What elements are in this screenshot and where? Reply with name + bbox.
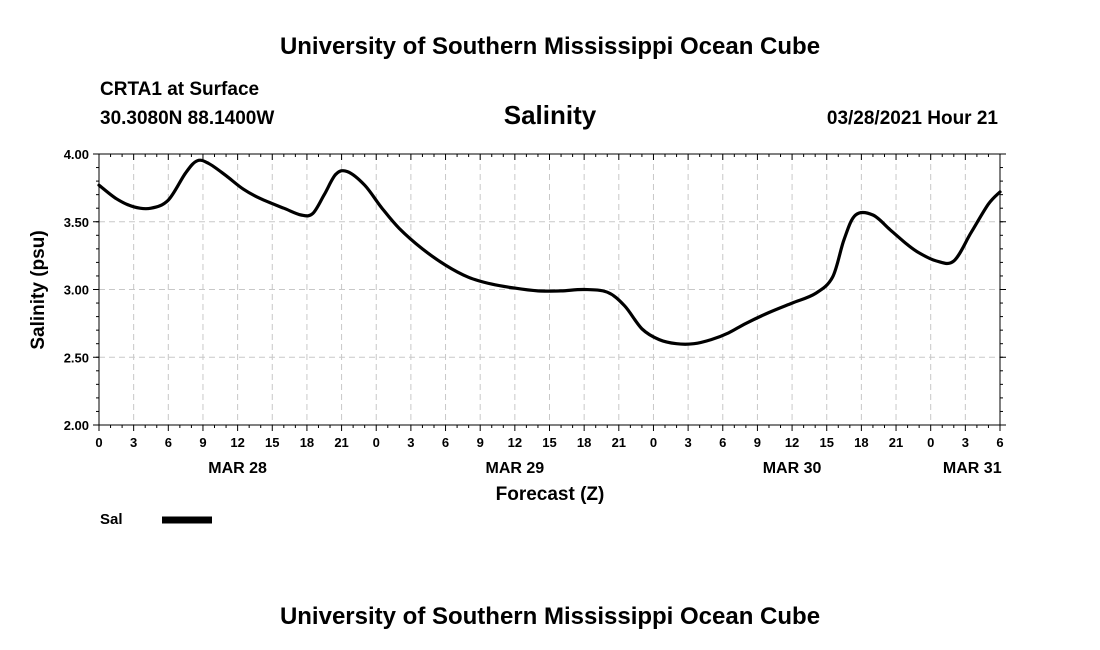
x-tick-label: 9 — [477, 435, 484, 450]
date-label: MAR 31 — [943, 460, 1002, 477]
x-tick-label: 21 — [889, 435, 903, 450]
x-tick-label: 18 — [577, 435, 591, 450]
y-tick-label: 3.00 — [64, 283, 89, 298]
x-tick-label: 15 — [819, 435, 833, 450]
date-label: MAR 30 — [763, 460, 822, 477]
x-tick-label: 18 — [300, 435, 314, 450]
timestamp-label: 03/28/2021 Hour 21 — [827, 108, 999, 129]
x-tick-label: 12 — [785, 435, 799, 450]
x-tick-label: 6 — [996, 435, 1003, 450]
series-layer — [97, 158, 1002, 346]
station-label: CRTA1 at Surface — [100, 79, 259, 100]
y-tick-label: 3.50 — [64, 215, 89, 230]
y-tick-labels: 2.00 2.50 3.00 3.50 4.00 — [64, 147, 89, 433]
x-tick-label: 6 — [165, 435, 172, 450]
date-label: MAR 29 — [486, 460, 545, 477]
x-tick-label: 6 — [719, 435, 726, 450]
x-tick-label: 0 — [650, 435, 657, 450]
coordinates-label: 30.3080N 88.1400W — [100, 108, 274, 129]
x-tick-label: 15 — [542, 435, 556, 450]
x-axis-label: Forecast (Z) — [496, 484, 605, 505]
x-tick-label: 3 — [407, 435, 414, 450]
x-tick-label: 18 — [854, 435, 868, 450]
x-tick-label: 15 — [265, 435, 279, 450]
x-tick-label: 6 — [442, 435, 449, 450]
x-tick-label: 12 — [508, 435, 522, 450]
x-tick-label: 0 — [373, 435, 380, 450]
date-label: MAR 28 — [208, 460, 267, 477]
x-tick-label: 0 — [927, 435, 934, 450]
y-tick-label: 2.50 — [64, 350, 89, 365]
x-tick-label: 3 — [130, 435, 137, 450]
x-tick-label: 12 — [230, 435, 244, 450]
x-tick-label: 9 — [754, 435, 761, 450]
x-tick-label: 21 — [334, 435, 348, 450]
x-tick-labels: 0 3 6 9 12 15 18 21 0 3 6 9 12 15 18 21 0 3 6 9 12 15 18 21 0 3 6 — [95, 435, 1003, 450]
x-tick-label: 21 — [612, 435, 626, 450]
plot-frame — [98, 153, 1001, 426]
chart-title: Salinity — [504, 100, 597, 130]
chart-title-top: University of Southern Mississippi Ocean… — [280, 33, 820, 60]
chart-title-bottom: University of Southern Mississippi Ocean… — [280, 603, 820, 630]
date-labels: MAR 28 MAR 29 MAR 30 MAR 31 — [208, 460, 1001, 477]
x-tick-label: 0 — [95, 435, 102, 450]
series-line-sal — [97, 158, 1002, 346]
legend-label: Sal — [100, 511, 123, 528]
y-axis-label: Salinity (psu) — [28, 230, 49, 349]
x-tick-label: 9 — [199, 435, 206, 450]
y-tick-label: 2.00 — [64, 418, 89, 433]
y-tick-label: 4.00 — [64, 147, 89, 162]
x-tick-label: 3 — [962, 435, 969, 450]
x-tick-label: 3 — [684, 435, 691, 450]
